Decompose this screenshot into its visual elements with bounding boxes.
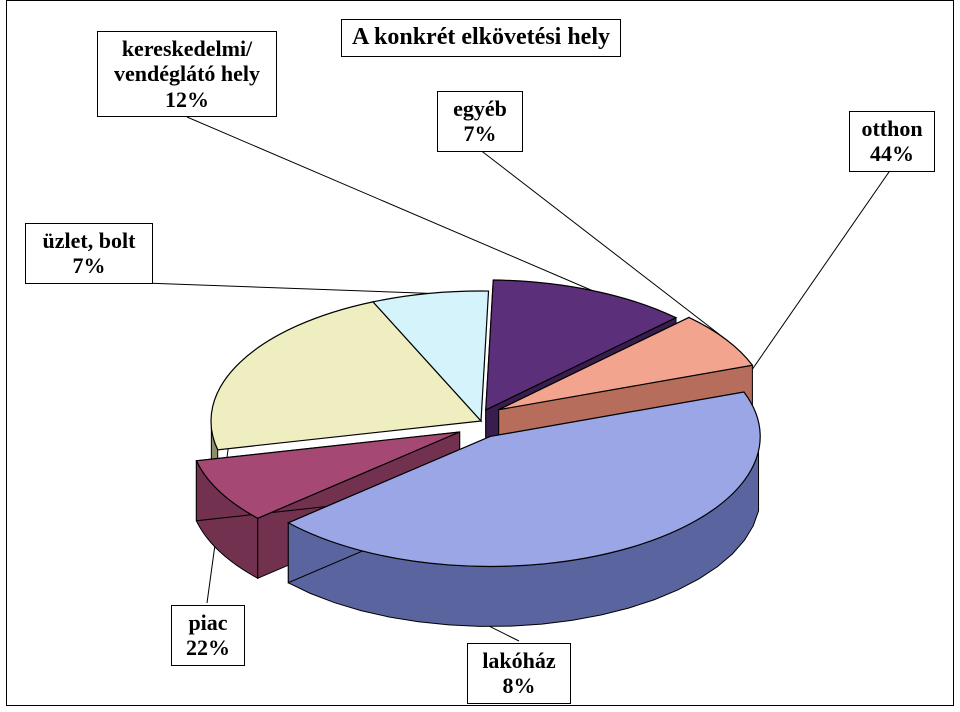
label-piac-text: piac (188, 610, 227, 635)
label-uzlet-text: üzlet, bolt (43, 228, 136, 253)
label-otthon: otthon 44% (849, 111, 935, 172)
label-otthon-text: otthon (861, 116, 922, 141)
label-lakohaz-pct: 8% (503, 673, 536, 698)
label-uzlet-pct: 7% (73, 253, 106, 278)
label-egyeb: egyéb 7% (437, 91, 523, 152)
label-lakohaz-text: lakóház (482, 648, 555, 673)
chart-frame: A konkrét elkövetési hely otthon 44% lak… (6, 0, 954, 706)
label-egyeb-pct: 7% (464, 121, 497, 146)
label-otthon-pct: 44% (870, 141, 914, 166)
label-keresk: kereskedelmi/vendéglátó hely 12% (97, 31, 277, 117)
label-piac: piac 22% (171, 605, 245, 666)
label-piac-pct: 22% (186, 635, 230, 660)
label-uzlet: üzlet, bolt 7% (25, 223, 153, 284)
label-egyeb-text: egyéb (453, 96, 507, 121)
label-keresk-pct: 12% (165, 87, 209, 112)
label-lakohaz: lakóház 8% (467, 643, 571, 704)
label-keresk-text: kereskedelmi/vendéglátó hely (114, 36, 260, 86)
chart-title: A konkrét elkövetési hely (341, 19, 621, 57)
